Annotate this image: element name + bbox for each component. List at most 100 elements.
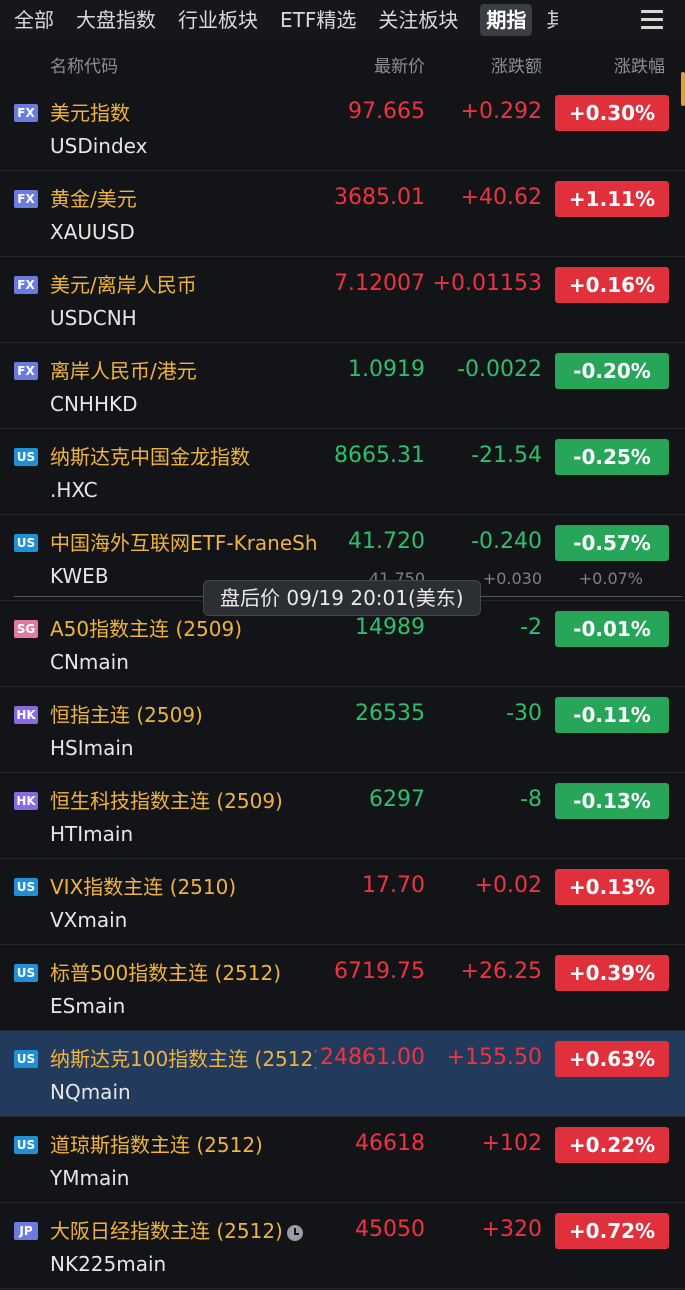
change-pct-badge[interactable]: +0.22% bbox=[555, 1127, 669, 1163]
instrument-name: 纳斯达克100指数主连 (2512) bbox=[50, 1043, 316, 1072]
change-pct-badge[interactable]: +0.39% bbox=[555, 955, 669, 991]
quote-row[interactable]: FX 美元/离岸人民币 USDCNH 7.12007 +0.01153 +0.16% bbox=[0, 257, 685, 343]
instrument-name-text: 黄金/美元 bbox=[50, 187, 137, 211]
instrument-name-text: 纳斯达克100指数主连 (2512) bbox=[50, 1047, 316, 1071]
instrument-name-text: 美元/离岸人民币 bbox=[50, 273, 197, 297]
instrument-name: 黄金/美元 bbox=[50, 183, 137, 212]
quote-row[interactable]: FX 美元指数 USDindex 97.665 +0.292 +0.30% bbox=[0, 85, 685, 171]
change-pct-badge[interactable]: +1.11% bbox=[555, 181, 669, 217]
instrument-name-text: VIX指数主连 (2510) bbox=[50, 875, 237, 899]
quote-row[interactable]: US VIX指数主连 (2510) VXmain 17.70 +0.02 +0.13% bbox=[0, 859, 685, 945]
change-pct-badge[interactable]: +0.13% bbox=[555, 869, 669, 905]
market-badge: US bbox=[14, 1136, 38, 1154]
market-badge: FX bbox=[14, 362, 38, 380]
last-price: 41.720 bbox=[348, 529, 425, 554]
price-change: +0.01153 bbox=[432, 271, 542, 296]
tab-2[interactable]: 行业板块 bbox=[178, 8, 258, 32]
instrument-name: 美元/离岸人民币 bbox=[50, 269, 197, 298]
quote-list: FX 美元指数 USDindex 97.665 +0.292 +0.30% FX 黄金/美元 X… bbox=[0, 85, 685, 1289]
change-pct-badge[interactable]: -0.25% bbox=[555, 439, 669, 475]
last-price: 26535 bbox=[355, 701, 425, 726]
change-pct-badge[interactable]: +0.30% bbox=[555, 95, 669, 131]
quote-row[interactable]: HK 恒指主连 (2509) HSImain 26535 -30 -0.11% bbox=[0, 687, 685, 773]
instrument-name: VIX指数主连 (2510) bbox=[50, 871, 236, 900]
market-badge: JP bbox=[14, 1222, 38, 1240]
header-name[interactable]: 名称代码 bbox=[50, 57, 118, 77]
after-hours-change: +0.030 bbox=[482, 569, 542, 588]
price-change: -8 bbox=[520, 787, 542, 812]
quote-row[interactable]: US 纳斯达克中国金龙指数 .HXC 8665.31 -21.54 -0.25% bbox=[0, 429, 685, 515]
tab-6[interactable]: 其 bbox=[546, 8, 559, 32]
header-price[interactable]: 最新价 bbox=[374, 57, 425, 77]
price-change: -0.0022 bbox=[457, 357, 542, 382]
tab-1[interactable]: 大盘指数 bbox=[76, 8, 156, 32]
quote-row[interactable]: FX 黄金/美元 XAUUSD 3685.01 +40.62 +1.11% bbox=[0, 171, 685, 257]
menu-icon[interactable] bbox=[641, 10, 663, 30]
market-badge: SG bbox=[14, 620, 38, 638]
instrument-name-text: 恒生科技指数主连 (2509) bbox=[50, 789, 283, 813]
quote-row[interactable]: US 中国海外互联网ETF-KraneSh KWEB 41.720 -0.240 -0.5… bbox=[0, 515, 685, 601]
quote-row[interactable]: US 纳斯达克100指数主连 (2512) NQmain 24861.00 +155.5… bbox=[0, 1031, 685, 1117]
instrument-name-text: 道琼斯指数主连 (2512) bbox=[50, 1133, 263, 1157]
instrument-code: XAUUSD bbox=[50, 220, 135, 244]
instrument-name-text: A50指数主连 (2509) bbox=[50, 617, 242, 641]
last-price: 14989 bbox=[355, 615, 425, 640]
change-pct-badge[interactable]: +0.16% bbox=[555, 267, 669, 303]
header-pct[interactable]: 涨跌幅 bbox=[614, 57, 665, 77]
instrument-name: 纳斯达克中国金龙指数 bbox=[50, 441, 250, 470]
instrument-code: CNmain bbox=[50, 650, 129, 674]
clock-icon bbox=[286, 1224, 303, 1241]
tab-5[interactable]: 期指 bbox=[480, 4, 533, 36]
change-pct-badge[interactable]: +0.72% bbox=[555, 1213, 669, 1249]
change-pct-badge[interactable]: -0.20% bbox=[555, 353, 669, 389]
instrument-name: 大阪日经指数主连 (2512) bbox=[50, 1215, 303, 1244]
tab-0[interactable]: 全部 bbox=[14, 8, 54, 32]
market-badge: US bbox=[14, 448, 38, 466]
price-change: +40.62 bbox=[460, 185, 542, 210]
price-change: -21.54 bbox=[471, 443, 542, 468]
instrument-name-text: 恒指主连 (2509) bbox=[50, 703, 203, 727]
market-badge: US bbox=[14, 964, 38, 982]
instrument-name: A50指数主连 (2509) bbox=[50, 613, 242, 642]
market-badge: US bbox=[14, 878, 38, 896]
price-change: -30 bbox=[506, 701, 542, 726]
list-header: 名称代码 最新价 涨跌额 涨跌幅 bbox=[0, 44, 685, 84]
market-badge: US bbox=[14, 1050, 38, 1068]
last-price: 24861.00 bbox=[320, 1045, 425, 1070]
change-pct-badge[interactable]: -0.01% bbox=[555, 611, 669, 647]
after-hours-tooltip: 盘后价 09/19 20:01(美东) bbox=[203, 580, 481, 616]
price-change: +155.50 bbox=[446, 1045, 542, 1070]
instrument-code: NK225main bbox=[50, 1252, 167, 1276]
price-change: -0.240 bbox=[471, 529, 542, 554]
price-change: -2 bbox=[520, 615, 542, 640]
instrument-name: 恒生科技指数主连 (2509) bbox=[50, 785, 283, 814]
quote-row[interactable]: FX 离岸人民币/港元 CNHHKD 1.0919 -0.0022 -0.20% bbox=[0, 343, 685, 429]
change-pct-badge[interactable]: -0.11% bbox=[555, 697, 669, 733]
instrument-code: USDCNH bbox=[50, 306, 137, 330]
change-pct-badge[interactable]: -0.57% bbox=[555, 525, 669, 561]
last-price: 7.12007 bbox=[334, 271, 425, 296]
quote-row[interactable]: SG A50指数主连 (2509) CNmain 14989 -2 -0.01% bbox=[0, 601, 685, 687]
quote-row[interactable]: US 标普500指数主连 (2512) ESmain 6719.75 +26.25 +0.… bbox=[0, 945, 685, 1031]
last-price: 8665.31 bbox=[334, 443, 425, 468]
instrument-code: HTImain bbox=[50, 822, 134, 846]
quote-row[interactable]: JP 大阪日经指数主连 (2512) NK225main 45050 +320 +0.72… bbox=[0, 1203, 685, 1289]
price-change: +0.292 bbox=[460, 99, 542, 124]
quote-row[interactable]: US 道琼斯指数主连 (2512) YMmain 46618 +102 +0.22% bbox=[0, 1117, 685, 1203]
instrument-name-text: 离岸人民币/港元 bbox=[50, 359, 197, 383]
price-change: +320 bbox=[481, 1217, 542, 1242]
instrument-code: VXmain bbox=[50, 908, 128, 932]
last-price: 3685.01 bbox=[334, 185, 425, 210]
instrument-code: NQmain bbox=[50, 1080, 131, 1104]
header-change[interactable]: 涨跌额 bbox=[491, 57, 542, 77]
quote-row[interactable]: HK 恒生科技指数主连 (2509) HTImain 6297 -8 -0.13% bbox=[0, 773, 685, 859]
instrument-name: 恒指主连 (2509) bbox=[50, 699, 203, 728]
change-pct-badge[interactable]: -0.13% bbox=[555, 783, 669, 819]
change-pct-badge[interactable]: +0.63% bbox=[555, 1041, 669, 1077]
instrument-name-text: 标普500指数主连 (2512) bbox=[50, 961, 282, 985]
instrument-name: 标普500指数主连 (2512) bbox=[50, 957, 281, 986]
instrument-name-text: 美元指数 bbox=[50, 101, 130, 125]
tab-4[interactable]: 关注板块 bbox=[378, 8, 459, 32]
tab-3[interactable]: ETF精选 bbox=[280, 8, 357, 32]
instrument-code: USDindex bbox=[50, 134, 148, 158]
